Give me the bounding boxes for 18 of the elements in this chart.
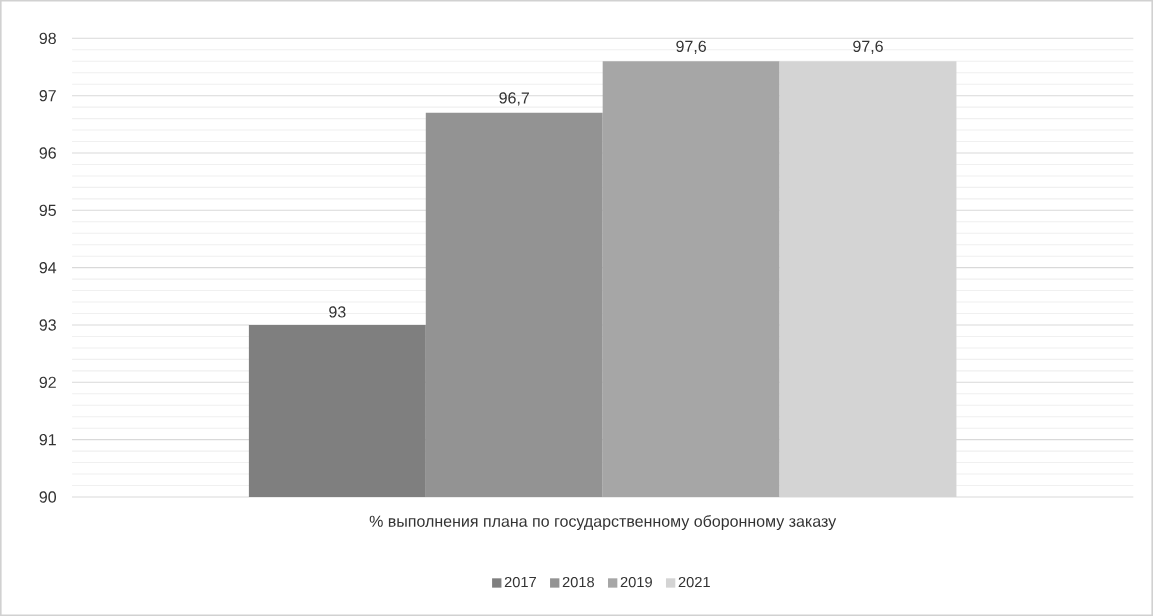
y-tick-label: 98: [39, 32, 56, 44]
legend-label: 2018: [562, 576, 595, 588]
data-label: 97,6: [853, 40, 883, 54]
data-label: 97,6: [676, 40, 706, 54]
y-tick-label: 95: [39, 204, 56, 216]
y-tick-label: 94: [39, 262, 57, 274]
y-tick-label: 90: [39, 491, 57, 503]
y-tick-label: 91: [39, 433, 56, 446]
data-label: 93: [329, 306, 346, 318]
legend-label: 2019: [620, 576, 652, 588]
legend-label: 2021: [678, 576, 710, 588]
y-tick-label: 93: [39, 319, 56, 331]
x-tick-label: % выполнения плана по государственному оборонному заказу: [369, 515, 837, 531]
legend-label: 2017: [504, 576, 536, 588]
data-label: 96,7: [499, 92, 529, 106]
y-tick-label: 97: [39, 90, 56, 102]
y-tick-label: 92: [39, 376, 56, 388]
y-tick-label: 96: [39, 147, 56, 159]
